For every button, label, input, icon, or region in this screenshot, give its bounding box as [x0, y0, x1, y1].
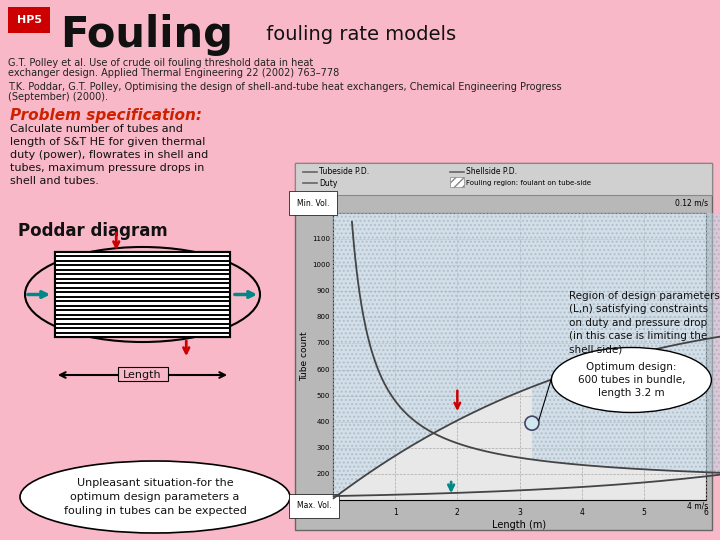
Text: Problem specification:: Problem specification:: [10, 108, 202, 123]
Text: 700: 700: [317, 340, 330, 347]
Text: 200: 200: [317, 471, 330, 477]
Text: Unpleasant situation-for the
optimum design parameters a
fouling in tubes can be: Unpleasant situation-for the optimum des…: [63, 478, 246, 516]
Text: Poddar diagram: Poddar diagram: [18, 222, 168, 240]
Text: Min. Vol.: Min. Vol.: [297, 199, 329, 207]
Text: 6: 6: [703, 508, 708, 517]
Text: 0.12 m/s: 0.12 m/s: [675, 199, 708, 207]
Text: Length: Length: [123, 370, 162, 380]
Bar: [55, 252, 230, 337]
Text: 300: 300: [317, 445, 330, 451]
Text: 5: 5: [642, 508, 647, 517]
Text: shell and tubes.: shell and tubes.: [10, 176, 99, 186]
Text: Length (m): Length (m): [492, 520, 546, 530]
Bar: [295, 163, 712, 530]
Text: length of S&T HE for given thermal: length of S&T HE for given thermal: [10, 137, 205, 147]
Bar: [333, 213, 706, 500]
Text: exchanger design. Applied Thermal Engineering 22 (2002) 763–778: exchanger design. Applied Thermal Engine…: [8, 68, 339, 78]
Text: 4 m/s: 4 m/s: [687, 502, 708, 510]
Bar: [450, 177, 464, 187]
Text: Optimum design:
600 tubes in bundle,
length 3.2 m: Optimum design: 600 tubes in bundle, len…: [577, 362, 685, 398]
Ellipse shape: [25, 247, 260, 342]
Ellipse shape: [552, 347, 711, 413]
Text: 1100: 1100: [312, 236, 330, 242]
Bar: [55, 252, 230, 337]
Text: 500: 500: [317, 393, 330, 399]
Text: Fouling: Fouling: [60, 14, 233, 56]
Text: G.T. Polley et al. Use of crude oil fouling threshold data in heat: G.T. Polley et al. Use of crude oil foul…: [8, 58, 313, 68]
Bar: [8, 7, 50, 33]
Text: 1200: 1200: [312, 210, 330, 216]
Text: Duty: Duty: [319, 179, 338, 187]
Text: Tube count: Tube count: [300, 332, 310, 381]
Text: HP5: HP5: [17, 15, 42, 25]
Text: fouling rate models: fouling rate models: [260, 25, 456, 44]
Bar: [295, 163, 712, 195]
Circle shape: [525, 416, 539, 430]
Text: 600: 600: [317, 367, 330, 373]
Text: 800: 800: [317, 314, 330, 320]
Text: 0: 0: [330, 508, 336, 517]
Text: tubes, maximum pressure drops in: tubes, maximum pressure drops in: [10, 163, 204, 173]
Text: 3: 3: [517, 508, 522, 517]
Text: 900: 900: [317, 288, 330, 294]
Text: Region of design parameters
(L,n) satisfying constraints
on duty and pressure dr: Region of design parameters (L,n) satisf…: [570, 291, 720, 354]
Text: Tubeside P.D.: Tubeside P.D.: [319, 167, 369, 177]
Text: 400: 400: [317, 418, 330, 425]
Text: 2: 2: [455, 508, 459, 517]
Text: 1000: 1000: [312, 262, 330, 268]
Ellipse shape: [20, 461, 290, 533]
Text: 1: 1: [393, 508, 397, 517]
Text: (September) (2000).: (September) (2000).: [8, 92, 108, 102]
Text: Fouling region: foulant on tube-side: Fouling region: foulant on tube-side: [466, 180, 591, 186]
Text: T.K. Poddar, G.T. Polley, Optimising the design of shell-and-tube heat exchanger: T.K. Poddar, G.T. Polley, Optimising the…: [8, 82, 562, 92]
Polygon shape: [333, 213, 720, 498]
Text: Max. Vol.: Max. Vol.: [297, 502, 331, 510]
Text: 4: 4: [579, 508, 584, 517]
Text: Calculate number of tubes and: Calculate number of tubes and: [10, 124, 183, 134]
Text: Shellside P.D.: Shellside P.D.: [466, 167, 517, 177]
Text: duty (power), flowrates in shell and: duty (power), flowrates in shell and: [10, 150, 208, 160]
Bar: [117, 367, 168, 381]
